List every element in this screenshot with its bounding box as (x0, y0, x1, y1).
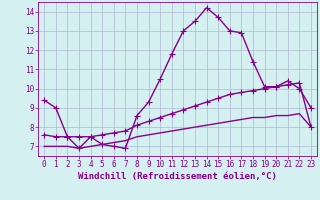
X-axis label: Windchill (Refroidissement éolien,°C): Windchill (Refroidissement éolien,°C) (78, 172, 277, 181)
